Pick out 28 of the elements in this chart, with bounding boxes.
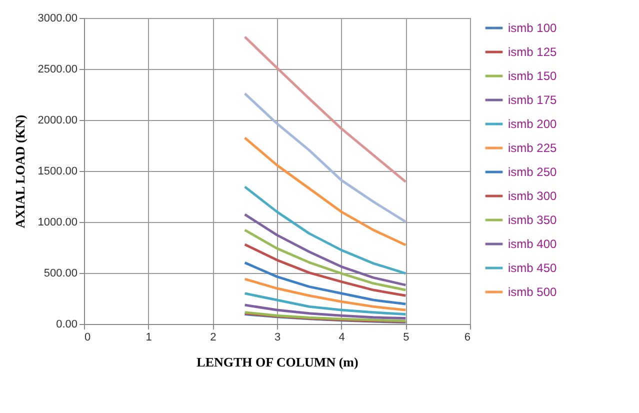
y-tick-label: 2000.00: [38, 114, 78, 126]
x-tick-label: 2: [210, 332, 216, 344]
y-tick-label: 1500.00: [38, 166, 78, 178]
x-axis-title: LENGTH OF COLUMN (m): [196, 354, 358, 370]
legend-label: ismb 175: [508, 93, 558, 107]
y-tick-label: 3000.00: [38, 12, 78, 24]
y-tick-label: 0.00: [56, 318, 78, 330]
x-tick-label: 5: [403, 332, 410, 344]
y-axis-title: AXIAL LOAD (KN): [12, 114, 28, 228]
legend-label: ismb 350: [508, 213, 558, 227]
legend-label: ismb 200: [508, 117, 558, 131]
x-tick-label: 6: [464, 332, 470, 344]
y-tick-label: 2500.00: [38, 64, 78, 76]
x-tick-label: 4: [338, 332, 345, 344]
x-tick-label: 3: [274, 332, 281, 344]
x-tick-label: 1: [146, 332, 152, 344]
legend-label: ismb 450: [508, 261, 558, 275]
legend-label: ismb 225: [508, 141, 558, 155]
legend-label: ismb 125: [508, 45, 558, 59]
legend-label: ismb 150: [508, 69, 558, 83]
x-tick-label: 0: [84, 332, 91, 344]
y-tick-label: 500.00: [44, 268, 78, 280]
legend-label: ismb 400: [508, 237, 558, 251]
legend-label: ismb 500: [508, 285, 558, 299]
y-tick-label: 1000.00: [38, 216, 78, 228]
legend-label: ismb 100: [508, 21, 558, 35]
legend-label: ismb 300: [508, 189, 558, 203]
legend-label: ismb 250: [508, 165, 558, 179]
